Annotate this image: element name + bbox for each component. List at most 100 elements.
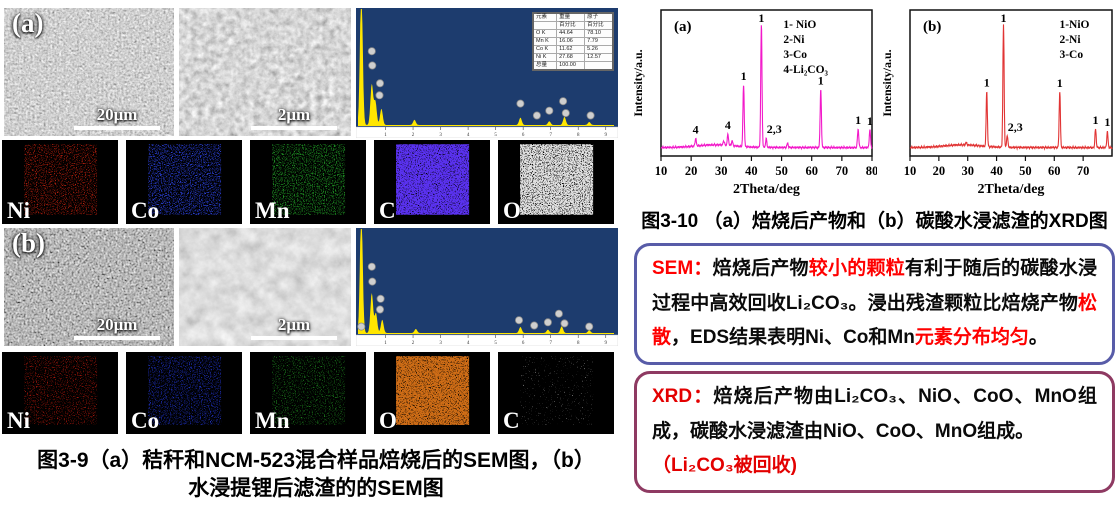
body-text: 有利于随后的碳酸水浸过程中高效回收Li₂CO₃。浸出残渣颗粒比焙烧产物 <box>652 258 1097 314</box>
svg-text:1: 1 <box>741 69 747 83</box>
body-text: 焙烧后产物由Li₂CO₃、NiO、CoO、MnO组成，碳酸水浸滤渣由NiO、Co… <box>652 386 1097 442</box>
svg-text:70: 70 <box>1077 164 1090 178</box>
panel-b-map-c: C <box>498 352 614 434</box>
scale-label: 20μm <box>96 315 138 334</box>
svg-text:50: 50 <box>775 164 788 178</box>
scale-bar-b2: 2μm <box>251 315 337 340</box>
svg-text:1: 1 <box>984 76 990 90</box>
svg-text:2-Ni: 2-Ni <box>1059 34 1081 46</box>
sem-noise-canvas <box>4 228 174 346</box>
highlighted-text: XRD： <box>652 386 714 407</box>
scale-label: 20μm <box>96 105 138 124</box>
panel-a-map-co: Co <box>126 140 242 224</box>
body-text: ，EDS结果表明Ni、Co和Mn <box>671 327 915 349</box>
eds-maps-row-a: Ni Co Mn C O <box>0 140 632 224</box>
svg-text:8: 8 <box>577 341 580 346</box>
scale-bar-a2: 2μm <box>251 105 337 130</box>
map-speckle-canvas <box>126 140 242 224</box>
svg-text:5: 5 <box>494 133 497 138</box>
panel-a-map-mn: Mn <box>250 140 366 224</box>
svg-text:2: 2 <box>412 341 415 346</box>
panel-a-map-c: C <box>374 140 490 224</box>
panel-b-map-mn: Mn <box>250 352 366 434</box>
sem-noise-canvas <box>179 8 351 136</box>
map-label-ni: Ni <box>7 408 30 433</box>
svg-text:40: 40 <box>745 164 758 178</box>
map-speckle-canvas <box>250 352 366 434</box>
scale-label: 2μm <box>277 105 311 124</box>
svg-text:5: 5 <box>494 341 497 346</box>
svg-text:(a): (a) <box>674 19 692 35</box>
svg-text:60: 60 <box>1048 164 1061 178</box>
body-text: 。 <box>1028 327 1048 349</box>
svg-text:1: 1 <box>1057 76 1063 90</box>
svg-text:1- NiO: 1- NiO <box>783 19 816 31</box>
svg-text:4: 4 <box>693 123 699 137</box>
svg-text:9: 9 <box>604 341 607 346</box>
svg-text:10: 10 <box>904 164 917 178</box>
svg-text:4: 4 <box>467 133 470 138</box>
sem-noise-canvas <box>4 8 174 136</box>
xrd-chart-a: 10 20 30 40 50 60 70 80 2Theta/deg Intensity/a.u.… <box>631 2 877 200</box>
eds-spectrum-b-plot: 1 2 3 4 5 6 7 8 9 <box>356 228 618 346</box>
sem-image-a-high-mag: 2μm <box>179 8 351 136</box>
map-label-c: C <box>503 408 520 433</box>
panel-a-map-ni: Ni <box>2 140 118 224</box>
sem-image-b-low-mag: (b) 20μm <box>4 228 174 346</box>
map-label-c: C <box>379 198 396 223</box>
svg-text:3: 3 <box>439 341 442 346</box>
svg-text:10: 10 <box>655 164 668 178</box>
map-label-ni: Ni <box>7 198 30 223</box>
map-label-co: Co <box>131 198 160 223</box>
svg-text:20: 20 <box>933 164 946 178</box>
svg-text:80: 80 <box>866 164 877 178</box>
panel-a-map-o: O <box>498 140 614 224</box>
svg-text:70: 70 <box>836 164 849 178</box>
fig310-caption: 图3-10 （a）焙烧后产物和（b）碳酸水浸滤渣的XRD图 <box>641 211 1108 232</box>
svg-text:60: 60 <box>805 164 818 178</box>
eds-spectrum-b: 1 2 3 4 5 6 7 8 9 <box>356 228 618 346</box>
svg-text:Intensity/a.u.: Intensity/a.u. <box>631 49 645 116</box>
panel-b-map-o: O <box>374 352 490 434</box>
scale-bar-a1: 20μm <box>74 105 160 130</box>
scale-bar-b1: 20μm <box>74 315 160 340</box>
svg-text:1: 1 <box>855 113 861 127</box>
fig39-caption-line1: 图3-9（a）秸秆和NCM-523混合样品焙烧后的SEM图，（b） <box>37 449 595 472</box>
svg-text:50: 50 <box>1019 164 1032 178</box>
svg-text:1-NiO: 1-NiO <box>1059 19 1089 31</box>
svg-text:3-Co: 3-Co <box>783 49 807 61</box>
highlighted-text: SEM： <box>652 258 713 279</box>
svg-text:9: 9 <box>604 133 607 138</box>
map-speckle-canvas <box>498 140 614 224</box>
panel-a-label: (a) <box>12 8 44 38</box>
map-speckle-canvas <box>498 352 614 434</box>
highlighted-text: （Li₂CO₃被回收) <box>652 455 797 477</box>
svg-text:1: 1 <box>1104 115 1110 129</box>
body-text: 焙烧后产物 <box>712 258 809 279</box>
map-speckle-canvas <box>2 140 118 224</box>
map-speckle-canvas <box>374 352 490 434</box>
svg-text:(b): (b) <box>923 19 941 35</box>
svg-text:8: 8 <box>577 133 580 138</box>
map-speckle-canvas <box>126 352 242 434</box>
svg-text:1: 1 <box>818 74 824 88</box>
fig39-caption: 图3-9（a）秸秆和NCM-523混合样品焙烧后的SEM图，（b） 水浸提锂后滤… <box>0 447 632 503</box>
svg-text:2: 2 <box>412 133 415 138</box>
xrd-summary-box: XRD：焙烧后产物由Li₂CO₃、NiO、CoO、MnO组成，碳酸水浸滤渣由Ni… <box>634 371 1115 493</box>
panel-b-map-co: Co <box>126 352 242 434</box>
map-label-o: O <box>503 198 521 223</box>
eds-maps-row-b: Ni Co Mn O C <box>0 352 632 434</box>
svg-text:1: 1 <box>1093 113 1099 127</box>
sem-image-a-low-mag: (a) 20μm <box>4 8 174 136</box>
svg-text:6: 6 <box>522 133 525 138</box>
svg-text:Intensity/a.u.: Intensity/a.u. <box>880 49 894 116</box>
svg-text:2Theta/deg: 2Theta/deg <box>978 182 1045 197</box>
map-speckle-canvas <box>374 140 490 224</box>
svg-text:4-Li₂CO₃: 4-Li₂CO₃ <box>783 64 828 76</box>
highlighted-text: 元素分布均匀 <box>914 327 1029 349</box>
map-label-co: Co <box>131 408 160 433</box>
svg-text:4: 4 <box>467 341 470 346</box>
panel-b-label: (b) <box>12 228 45 258</box>
